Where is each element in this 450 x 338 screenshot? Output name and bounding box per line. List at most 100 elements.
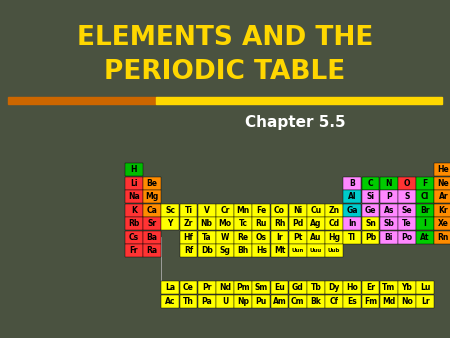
Bar [125, 244, 143, 257]
Text: Pu: Pu [256, 296, 267, 306]
Text: At: At [420, 233, 430, 242]
Bar [143, 203, 161, 217]
Bar [416, 217, 434, 230]
Text: Pd: Pd [292, 219, 303, 228]
Text: Rb: Rb [128, 219, 140, 228]
Text: Ra: Ra [147, 246, 158, 255]
Text: B: B [349, 178, 355, 188]
Text: ELEMENTS AND THE: ELEMENTS AND THE [77, 25, 373, 51]
Text: Sc: Sc [165, 206, 176, 215]
Text: Gd: Gd [292, 283, 304, 292]
Text: Chapter 5.5: Chapter 5.5 [245, 115, 345, 129]
Text: N: N [386, 178, 392, 188]
Text: Sm: Sm [255, 283, 268, 292]
Text: Ca: Ca [147, 206, 158, 215]
Text: Ru: Ru [256, 219, 267, 228]
Bar [434, 163, 450, 176]
Bar [143, 176, 161, 190]
Bar [198, 294, 216, 308]
Bar [216, 281, 234, 294]
Text: Be: Be [147, 178, 158, 188]
Text: Cu: Cu [310, 206, 321, 215]
Text: C: C [368, 178, 374, 188]
Text: Kr: Kr [438, 206, 448, 215]
Bar [362, 217, 379, 230]
Bar [380, 231, 398, 244]
Bar [362, 281, 379, 294]
Text: Bk: Bk [310, 296, 321, 306]
Text: Ag: Ag [310, 219, 322, 228]
Text: H: H [130, 165, 137, 174]
Text: Lu: Lu [420, 283, 430, 292]
Bar [156, 97, 442, 104]
Bar [398, 231, 416, 244]
Bar [162, 281, 179, 294]
Text: Ta: Ta [202, 233, 212, 242]
Bar [198, 217, 216, 230]
Bar [180, 244, 198, 257]
Text: Cl: Cl [421, 192, 429, 201]
Text: Am: Am [273, 296, 286, 306]
Bar [270, 217, 288, 230]
Bar [362, 190, 379, 203]
Bar [180, 203, 198, 217]
Bar [162, 203, 179, 217]
Bar [398, 176, 416, 190]
Text: Pb: Pb [365, 233, 376, 242]
Text: As: As [383, 206, 394, 215]
Text: Yb: Yb [401, 283, 412, 292]
Bar [216, 203, 234, 217]
Text: Pr: Pr [202, 283, 212, 292]
Bar [252, 294, 270, 308]
Bar [234, 244, 252, 257]
Text: Bh: Bh [238, 246, 249, 255]
Bar [234, 203, 252, 217]
Text: S: S [404, 192, 410, 201]
Bar [125, 176, 143, 190]
Bar [416, 203, 434, 217]
Bar [143, 190, 161, 203]
Text: Li: Li [130, 178, 138, 188]
Bar [343, 190, 361, 203]
Bar [252, 281, 270, 294]
Bar [398, 217, 416, 230]
Bar [8, 97, 156, 104]
Bar [416, 231, 434, 244]
Text: Uub: Uub [328, 248, 340, 253]
Bar [162, 217, 179, 230]
Text: Hg: Hg [328, 233, 340, 242]
Text: Si: Si [366, 192, 374, 201]
Bar [416, 176, 434, 190]
Text: V: V [204, 206, 210, 215]
Bar [252, 231, 270, 244]
Bar [325, 244, 343, 257]
Text: No: No [401, 296, 413, 306]
Bar [380, 281, 398, 294]
Bar [180, 294, 198, 308]
Bar [362, 294, 379, 308]
Bar [362, 231, 379, 244]
Text: Al: Al [348, 192, 356, 201]
Text: Y: Y [167, 219, 173, 228]
Bar [270, 294, 288, 308]
Text: Nd: Nd [219, 283, 231, 292]
Text: Xe: Xe [438, 219, 449, 228]
Bar [307, 231, 325, 244]
Text: W: W [220, 233, 229, 242]
Bar [343, 203, 361, 217]
Bar [434, 217, 450, 230]
Text: Sr: Sr [148, 219, 157, 228]
Bar [343, 176, 361, 190]
Bar [289, 281, 306, 294]
Text: Br: Br [420, 206, 430, 215]
Bar [143, 244, 161, 257]
Text: Sg: Sg [220, 246, 230, 255]
Text: Fe: Fe [256, 206, 266, 215]
Bar [380, 190, 398, 203]
Bar [198, 203, 216, 217]
Text: Co: Co [274, 206, 285, 215]
Text: Au: Au [310, 233, 322, 242]
Text: Dy: Dy [328, 283, 340, 292]
Bar [325, 294, 343, 308]
Text: Te: Te [402, 219, 412, 228]
